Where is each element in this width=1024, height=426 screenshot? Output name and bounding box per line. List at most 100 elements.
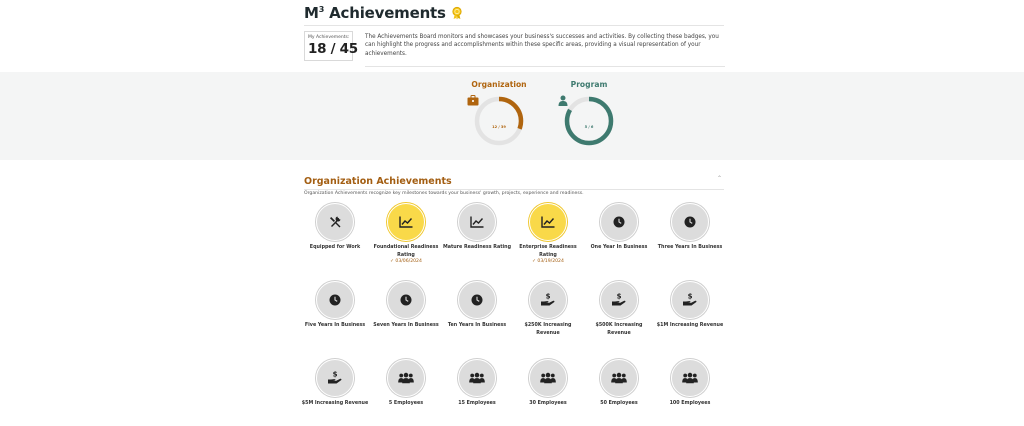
badge-circle (529, 203, 567, 241)
badge-circle (458, 203, 496, 241)
achievement-badge[interactable]: $ $500K Increasing Revenue (584, 281, 654, 337)
achievement-badge[interactable]: Enterprise Readiness Rating ✓ 03/19/2024 (513, 203, 583, 265)
badge-circle (600, 359, 638, 397)
page-header: M3 Achievements (304, 4, 464, 22)
section-title: Organization Achievements (304, 176, 452, 187)
badge-circle: $ (671, 281, 709, 319)
briefcase-icon (467, 95, 479, 106)
badge-circle (458, 281, 496, 319)
achievement-badge[interactable]: Equipped for Work (300, 203, 370, 252)
achievement-badge[interactable]: Five Years In Business (300, 281, 370, 330)
count-label: My Achievements: (308, 35, 350, 40)
title-divider (304, 25, 724, 26)
svg-text:$: $ (617, 293, 622, 301)
summary-value: 12 / 39 (492, 125, 506, 129)
badge-circle: $ (316, 359, 354, 397)
badge-label: $250K Increasing Revenue (524, 323, 572, 336)
chart-icon (470, 216, 484, 228)
achievement-badge[interactable]: Ten Years In Business (442, 281, 512, 330)
chart-icon (541, 216, 555, 228)
badge-label: Three Years In Business (657, 245, 723, 250)
badge-circle (387, 359, 425, 397)
page-title: M3 Achievements (304, 4, 446, 22)
people-icon (611, 372, 627, 384)
badge-circle (600, 203, 638, 241)
achievement-badge[interactable]: 5 Employees (371, 359, 441, 408)
badge-label: 50 Employees (600, 401, 638, 406)
badge-label: Five Years In Business (304, 323, 366, 328)
achievement-badge[interactable]: 30 Employees (513, 359, 583, 408)
badge-label: Mature Readiness Rating (442, 245, 512, 250)
people-icon (398, 372, 414, 384)
chart-icon (399, 216, 413, 228)
money-hand-icon: $ (612, 293, 626, 306)
badge-circle (529, 359, 567, 397)
badge-label: 30 Employees (529, 401, 567, 406)
badge-label: 100 Employees (669, 401, 711, 406)
clock-icon (613, 216, 625, 228)
badge-earned-date: ✓ 03/06/2024 (390, 259, 422, 265)
money-hand-icon: $ (328, 371, 342, 384)
svg-text:$: $ (688, 293, 693, 301)
tools-icon (330, 216, 341, 228)
summary-band (0, 72, 1024, 160)
badge-label: One Year In Business (590, 245, 648, 250)
intro-divider (365, 66, 725, 67)
section-divider (304, 189, 724, 190)
summary-label: Program (570, 80, 608, 89)
svg-text:$: $ (546, 293, 551, 301)
badge-circle (671, 359, 709, 397)
progress-ring: 12 / 39 (467, 95, 525, 147)
badge-label: Foundational Readiness Rating (373, 245, 439, 258)
achievement-badge[interactable]: $ $1M Increasing Revenue (655, 281, 725, 330)
program-summary[interactable]: Program 5 / 6 (558, 80, 619, 147)
achievement-badge[interactable]: One Year In Business (584, 203, 654, 252)
badge-label: 15 Employees (458, 401, 496, 406)
badge-earned-date: ✓ 03/19/2024 (532, 259, 564, 265)
badge-label: $5M Increasing Revenue (301, 401, 369, 406)
badge-circle (671, 203, 709, 241)
achievement-badge[interactable]: $ $250K Increasing Revenue (513, 281, 583, 337)
badge-label: Equipped for Work (309, 245, 361, 250)
badge-label: $1M Increasing Revenue (656, 323, 724, 328)
badge-label: 5 Employees (388, 401, 424, 406)
achievement-badge[interactable]: 100 Employees (655, 359, 725, 408)
clock-icon (329, 294, 341, 306)
section-description: Organization Achievements recognize key … (304, 191, 584, 196)
badge-label: Seven Years In Business (373, 323, 439, 328)
achievement-badge[interactable]: Mature Readiness Rating (442, 203, 512, 252)
badge-circle (316, 281, 354, 319)
badge-label: Enterprise Readiness Rating (519, 245, 577, 258)
organization-summary[interactable]: Organization 12 / 39 (467, 80, 529, 147)
people-icon (682, 372, 698, 384)
person-icon (558, 95, 568, 106)
badge-circle: $ (529, 281, 567, 319)
badge-circle (458, 359, 496, 397)
badge-label: $500K Increasing Revenue (595, 323, 643, 336)
achievement-badge[interactable]: $ $5M Increasing Revenue (300, 359, 370, 408)
achievement-badge[interactable]: Three Years In Business (655, 203, 725, 252)
clock-icon (400, 294, 412, 306)
badge-label: Ten Years In Business (447, 323, 507, 328)
my-achievements-counter: My Achievements: 18 / 45 (304, 31, 358, 61)
medal-icon (452, 6, 462, 20)
count-value: 18 / 45 (308, 41, 358, 57)
summary-label: Organization (471, 80, 527, 89)
svg-text:$: $ (333, 371, 338, 379)
achievement-badge[interactable]: 50 Employees (584, 359, 654, 408)
summary-value: 5 / 6 (584, 125, 594, 129)
intro-text: The Achievements Board monitors and show… (365, 34, 719, 57)
badge-circle (387, 281, 425, 319)
achievement-badge[interactable]: Foundational Readiness Rating ✓ 03/06/202… (371, 203, 441, 265)
people-icon (469, 372, 485, 384)
money-hand-icon: $ (683, 293, 697, 306)
progress-ring: 5 / 6 (558, 95, 615, 147)
people-icon (540, 372, 556, 384)
achievement-badge[interactable]: Seven Years In Business (371, 281, 441, 330)
clock-icon (471, 294, 483, 306)
badge-circle: $ (600, 281, 638, 319)
chevron-up-icon[interactable]: ⌃ (717, 175, 723, 182)
badge-circle (316, 203, 354, 241)
money-hand-icon: $ (541, 293, 555, 306)
achievement-badge[interactable]: 15 Employees (442, 359, 512, 408)
